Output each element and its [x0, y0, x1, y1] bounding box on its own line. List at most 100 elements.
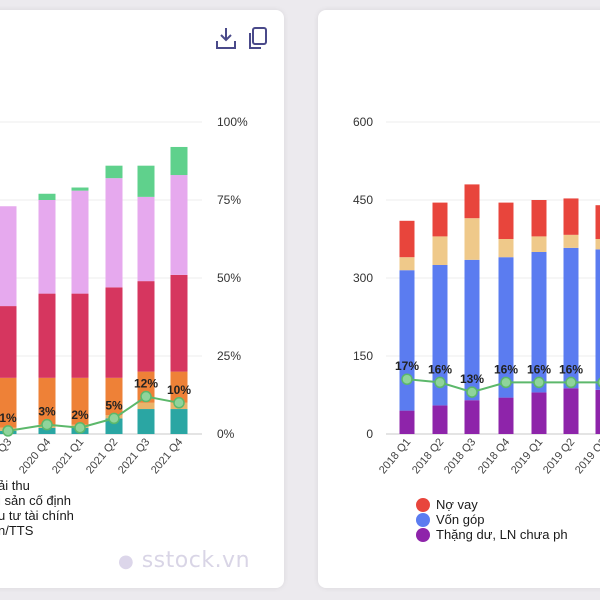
ratio-point — [74, 422, 86, 434]
ratio-point — [401, 373, 413, 385]
legend-swatch — [416, 512, 430, 527]
ratio-point — [434, 376, 446, 389]
bar-segment — [0, 306, 17, 378]
ratio-point — [466, 386, 478, 398]
bar-segment — [563, 234, 579, 248]
bar-segment — [170, 146, 188, 176]
x-tick-label: 2018 Q3 — [442, 436, 478, 476]
x-tick-label: 2021 Q4 — [149, 436, 185, 476]
bar-segment — [498, 202, 514, 239]
bar-segment — [38, 293, 56, 378]
y-tick-label: 25% — [217, 349, 241, 363]
bar-segment — [38, 377, 56, 425]
bar-segment — [531, 252, 547, 393]
legend-label: u tư tài chính — [0, 508, 74, 523]
right-legend: Nợ vay Vốn góp Thặng dư, LN chưa ph — [416, 497, 568, 542]
data-label: 16% — [527, 362, 551, 376]
bar-segment — [137, 165, 155, 197]
bar-segment — [170, 371, 188, 403]
legend-label: Vốn góp — [436, 512, 485, 527]
bar-segment — [38, 200, 56, 294]
left-chart-card: 0% 25% 50% 75% 100% 2020 Q3 2020 Q4 2021 Q1 2021… — [0, 10, 284, 588]
bar-segment — [0, 377, 17, 428]
ratio-point — [533, 376, 545, 389]
x-tick-label: 2019 Q3 — [573, 436, 600, 476]
x-tick-label: 2020 Q4 — [17, 436, 53, 476]
bar-segment — [464, 218, 480, 260]
bar-segment — [399, 257, 415, 271]
legend-label: i sản cố định — [0, 493, 71, 508]
bar-segment — [137, 409, 155, 434]
bar-segment — [595, 389, 600, 434]
left-legend: ải thu i sản cố định u tư tài chính n/TTS — [0, 478, 74, 538]
ratio-point — [41, 418, 53, 431]
y-tick-label: 600 — [353, 115, 373, 129]
bar-segment — [71, 187, 89, 191]
bar-segment — [531, 200, 547, 237]
right-chart-card: 0 150 300 450 600 2018 Q1 2018 Q2 2018 Q3 2018 Q… — [318, 10, 600, 588]
y-tick-label: 50% — [217, 271, 241, 285]
legend-swatch — [416, 527, 430, 542]
legend-item[interactable]: Vốn góp — [416, 512, 568, 527]
bar-segment — [105, 165, 123, 179]
watermark: ● sstock.vn — [118, 548, 250, 573]
legend-swatch — [416, 497, 430, 512]
data-label: 2% — [71, 408, 89, 422]
y-tick-label: 300 — [353, 271, 373, 285]
data-label: 16% — [428, 362, 452, 376]
bar-segment — [531, 236, 547, 252]
ratio-point — [2, 425, 14, 437]
legend-item[interactable]: Nợ vay — [416, 497, 568, 512]
legend-item[interactable]: i sản cố định — [0, 493, 74, 508]
x-tick-label: 2019 Q1 — [509, 436, 545, 476]
bar-segment — [137, 281, 155, 372]
x-tick-label: 2020 Q3 — [0, 436, 14, 476]
bar-segment — [498, 257, 514, 398]
ratio-point — [565, 376, 577, 389]
bar-segment — [71, 190, 89, 294]
legend-item[interactable]: n/TTS — [0, 523, 74, 538]
ratio-point — [108, 412, 120, 425]
bar-segment — [105, 377, 123, 416]
bar-segment — [0, 206, 17, 307]
bar-segment — [432, 405, 448, 434]
copy-icon[interactable] — [246, 26, 270, 52]
legend-label: ải thu — [0, 478, 30, 493]
bar-segment — [498, 397, 514, 434]
legend-label: Nợ vay — [436, 497, 478, 512]
data-label: 16% — [494, 362, 518, 376]
data-label: 13% — [460, 372, 484, 386]
bar-segment — [105, 418, 123, 434]
download-icon[interactable] — [214, 26, 238, 52]
legend-item[interactable]: u tư tài chính — [0, 508, 74, 523]
bar-segment — [531, 392, 547, 434]
bar-segment — [105, 178, 123, 288]
bar-segment — [399, 270, 415, 411]
legend-item[interactable]: Thặng dư, LN chưa ph — [416, 527, 568, 542]
bar-segment — [399, 410, 415, 434]
ratio-point — [140, 390, 152, 403]
x-tick-label: 2021 Q2 — [84, 436, 120, 476]
bar-segment — [432, 265, 448, 406]
watermark-text: sstock.vn — [141, 548, 251, 573]
legend-item[interactable]: ải thu — [0, 478, 74, 493]
x-tick-label: 2019 Q2 — [541, 436, 577, 476]
x-tick-label: 2018 Q1 — [377, 436, 413, 476]
y-tick-label: 0% — [217, 427, 235, 441]
bar-segment — [170, 274, 188, 372]
x-tick-label: 2018 Q2 — [410, 436, 446, 476]
bar-segment — [595, 239, 600, 250]
x-tick-label: 2021 Q1 — [50, 436, 86, 476]
data-label: 12% — [134, 377, 158, 391]
bar-segment — [38, 427, 56, 434]
legend-label: Thặng dư, LN chưa ph — [436, 527, 568, 542]
data-label: 17% — [395, 359, 419, 373]
bar-segment — [563, 247, 579, 389]
ratio-point — [500, 376, 512, 389]
bar-segment — [137, 402, 155, 410]
bar-segment — [170, 409, 188, 434]
legend-label: n/TTS — [0, 523, 34, 538]
x-tick-label: 2018 Q4 — [476, 436, 512, 476]
